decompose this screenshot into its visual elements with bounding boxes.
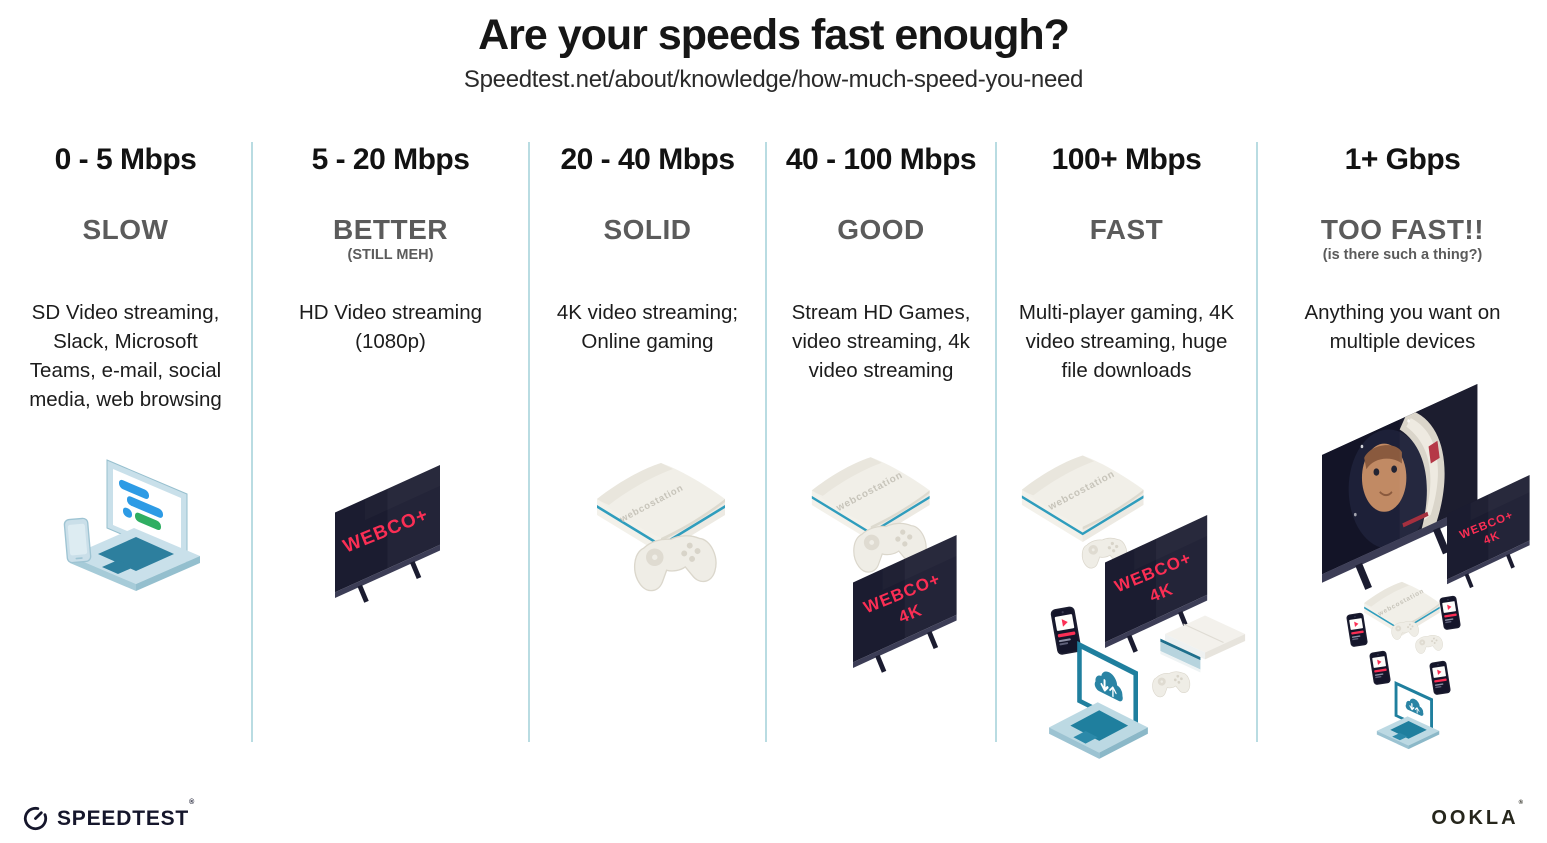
rating-label: TOO FAST!! [1320, 214, 1485, 245]
rating-label: BETTER [333, 214, 448, 245]
rating-block: TOO FAST!! (is there such a thing?) [1258, 214, 1547, 298]
ookla-logo: OOKLA® [1431, 800, 1523, 830]
illustration-area: webcostation [530, 370, 765, 810]
rating-block: BETTER (STILL MEH) [253, 214, 528, 298]
speed-range: 0 - 5 Mbps [54, 143, 197, 176]
tier-description: HD Video streaming (1080p) [298, 301, 483, 353]
source-url: Speedtest.net/about/knowledge/how-much-s… [463, 66, 1084, 93]
speedtest-logo: SPEEDTEST® [22, 799, 194, 832]
controller-icon [1413, 633, 1444, 655]
speed-range: 100+ Mbps [1051, 143, 1202, 176]
tier-description: 4K video streaming; Online gaming [556, 301, 739, 353]
speedtest-trademark: ® [189, 798, 195, 806]
speed-tier-columns: 0 - 5 Mbps SLOW SD Video streaming, Slac… [0, 142, 1547, 761]
phone-icon [1439, 595, 1462, 631]
speed-tier-column-0-5-mbps: 0 - 5 Mbps SLOW SD Video streaming, Slac… [0, 142, 253, 742]
ookla-trademark: ® [1518, 800, 1523, 806]
rating-block: SLOW [0, 214, 251, 298]
header: Are your speeds fast enough? Speedtest.n… [0, 0, 1547, 94]
phone-icon [1346, 612, 1369, 648]
hd-tv-illustration: WEBCO+ [335, 465, 440, 603]
speed-tier-column-40-100-mbps: 40 - 100 Mbps GOOD Stream HD Games, vide… [767, 142, 997, 742]
rating-block: SOLID [530, 214, 765, 298]
speed-range: 40 - 100 Mbps [785, 143, 977, 176]
laptop-and-phone-illustration [63, 459, 201, 592]
phone-icon [1429, 660, 1452, 696]
rating-note: (is there such a thing?) [1322, 247, 1483, 263]
illustration-area: webcostation WEBCO+ 4K [997, 370, 1256, 810]
speed-range: 5 - 20 Mbps [311, 143, 470, 176]
speed-range: 20 - 40 Mbps [560, 143, 735, 176]
rating-block: GOOD [767, 214, 995, 298]
game-console-illustration: webcostation [597, 463, 725, 594]
laptop-cloud-icon [1376, 680, 1440, 750]
console-and-4k-tv-illustration: webcostation WEBCO+ 4K [811, 457, 957, 673]
ps-console-icon [1159, 614, 1246, 674]
tv-4k-text: 4K [1482, 530, 1502, 547]
phone-icon [1050, 605, 1082, 656]
phone-icon [63, 517, 92, 564]
speedtest-wordmark: SPEEDTEST [57, 806, 190, 830]
speed-tier-column-5-20-mbps: 5 - 20 Mbps BETTER (STILL MEH) HD Video … [253, 142, 530, 742]
rating-label: SOLID [603, 214, 692, 245]
rating-label: FAST [1089, 214, 1164, 245]
tier-description: Stream HD Games, video streaming, 4k vid… [791, 301, 971, 382]
laptop-chat-icon [69, 459, 201, 592]
phone-icon [1369, 650, 1392, 686]
console-icon [1021, 455, 1144, 542]
page-title: Are your speeds fast enough? [478, 11, 1070, 59]
rating-label: GOOD [837, 214, 925, 245]
laptop-cloud-icon [1047, 639, 1150, 761]
speed-tier-column-1-plus-gbps: 1+ Gbps TOO FAST!! (is there such a thin… [1258, 142, 1547, 750]
illustration-area: WEBCO+ [253, 370, 528, 810]
rating-note: (STILL MEH) [347, 247, 434, 263]
ookla-wordmark: OOKLA [1431, 807, 1519, 829]
speed-tier-column-100-plus-mbps: 100+ Mbps FAST Multi-player gaming, 4K v… [997, 142, 1258, 761]
illustration-area: WEBCO+ 4K webcostation [1258, 370, 1547, 810]
tier-description: SD Video streaming, Slack, Microsoft Tea… [29, 301, 222, 411]
tier-description: Anything you want on multiple devices [1304, 301, 1501, 353]
speed-tier-column-20-40-mbps: 20 - 40 Mbps SOLID 4K video streaming; O… [530, 142, 767, 742]
speed-range: 1+ Gbps [1344, 143, 1461, 176]
speedometer-gauge-icon [23, 806, 48, 831]
rating-block: FAST [997, 214, 1256, 298]
illustration-area: webcostation WEBCO+ 4K [767, 370, 995, 810]
multi-device-illustration: webcostation WEBCO+ 4K [1021, 455, 1246, 761]
tier-description: Multi-player gaming, 4K video streaming,… [1018, 301, 1235, 382]
everything-illustration: WEBCO+ 4K webcostation [1322, 384, 1530, 750]
illustration-area [0, 370, 251, 810]
rating-label: SLOW [82, 214, 169, 245]
controller-icon [1150, 669, 1192, 699]
